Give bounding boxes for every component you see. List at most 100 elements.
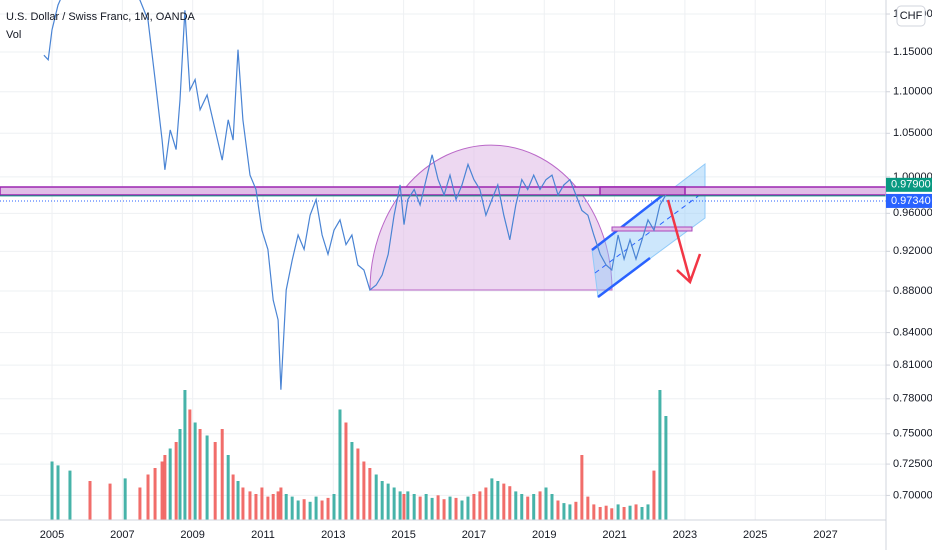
y-tick-label: 0.92000 xyxy=(893,245,932,257)
x-tick-label: 2015 xyxy=(391,529,415,541)
volume-bar xyxy=(284,494,288,520)
volume-bar xyxy=(226,455,230,520)
volume-bar xyxy=(56,465,60,520)
volume-bar xyxy=(138,487,142,520)
volume-bar xyxy=(514,491,518,520)
volume-bar xyxy=(496,481,500,520)
price-tag xyxy=(886,177,932,192)
volume-bar xyxy=(160,461,164,520)
x-tick-label: 2027 xyxy=(813,529,837,541)
drawings xyxy=(0,144,886,298)
x-tick-label: 2019 xyxy=(532,529,556,541)
y-tick-label: 0.81000 xyxy=(893,359,932,371)
volume-bar xyxy=(205,435,209,520)
volume-bar xyxy=(231,474,235,520)
y-tick-label: 1.05000 xyxy=(893,127,932,139)
volume-bar xyxy=(248,491,252,520)
y-tick-label: 0.72500 xyxy=(893,458,932,470)
volume-bar xyxy=(193,422,197,520)
price-tag-label: 0.97340 xyxy=(891,195,931,207)
volume-bar xyxy=(213,442,217,520)
arrow-head xyxy=(676,253,702,285)
currency-label[interactable]: CHF xyxy=(900,10,923,22)
volume-bar xyxy=(266,496,270,520)
volume-bar xyxy=(592,504,596,520)
volume-bar xyxy=(276,491,280,520)
volume-bar xyxy=(188,409,192,520)
volume-bar xyxy=(163,455,167,520)
x-tick-label: 2007 xyxy=(110,529,134,541)
volume-bar xyxy=(344,422,348,520)
volume-bar xyxy=(290,496,294,520)
volume-bar xyxy=(574,501,578,520)
volume-bar xyxy=(68,470,72,520)
price-line xyxy=(43,0,667,390)
volume-bar xyxy=(442,499,446,520)
volume-bar xyxy=(88,481,92,520)
x-tick-label: 2017 xyxy=(462,529,486,541)
volume-bar xyxy=(320,500,324,520)
volume-bar xyxy=(279,487,283,520)
y-tick-label: 0.88000 xyxy=(893,285,932,297)
volume-bar xyxy=(308,501,312,520)
volume-bar xyxy=(168,448,172,520)
arrow-line xyxy=(666,199,692,281)
volume-bar xyxy=(178,429,182,520)
volume-bar xyxy=(314,496,318,520)
volume-bar xyxy=(418,496,422,520)
y-tick-label: 0.84000 xyxy=(893,326,932,338)
volume-bar xyxy=(616,504,620,520)
volume-bar xyxy=(241,487,245,520)
volume-bar xyxy=(484,487,488,520)
volume-bar xyxy=(634,504,638,520)
volume-bar xyxy=(544,487,548,520)
volume-bar xyxy=(490,478,494,520)
arc-drawing xyxy=(369,144,613,291)
volume-bar xyxy=(108,483,112,520)
volume-bar xyxy=(362,461,366,520)
volume-bar xyxy=(502,483,506,520)
volume-bar xyxy=(302,499,306,520)
volume-bar xyxy=(610,508,614,520)
x-tick-label: 2021 xyxy=(602,529,626,541)
volume-bar xyxy=(598,507,602,520)
volume-bar xyxy=(402,494,406,520)
volume-bar xyxy=(652,470,656,520)
volume-bar xyxy=(640,507,644,520)
volume-label: Vol xyxy=(6,29,21,41)
channel-upper xyxy=(591,187,673,251)
y-tick-label: 1.15000 xyxy=(893,46,932,58)
volume-bar xyxy=(472,494,476,520)
volume-bar xyxy=(658,390,662,520)
volume-bar xyxy=(254,494,258,520)
y-tick-label: 0.70000 xyxy=(893,489,932,501)
volume-bar xyxy=(556,500,560,520)
data xyxy=(0,0,886,520)
volume-bar xyxy=(454,497,458,520)
price-tag xyxy=(886,193,932,208)
volume-bar xyxy=(460,500,464,520)
volume-bar xyxy=(562,503,566,520)
volume-bar xyxy=(271,494,275,520)
volume-bar xyxy=(368,468,372,520)
volume-bar xyxy=(478,491,482,520)
volume-bar xyxy=(386,483,390,520)
volume-bar xyxy=(406,491,410,520)
band-highlight xyxy=(599,186,686,196)
volume-bar xyxy=(508,486,512,520)
x-tick-label: 2005 xyxy=(40,529,64,541)
volume-bar xyxy=(50,461,54,520)
volume-bar xyxy=(380,481,384,520)
volume-bar xyxy=(424,494,428,520)
volume-bar xyxy=(436,495,440,520)
volume-bar xyxy=(260,487,264,520)
volume-bar xyxy=(430,497,434,520)
volume-bar xyxy=(220,429,224,520)
channel-lower xyxy=(597,257,651,298)
currency-button[interactable] xyxy=(896,5,926,27)
volume-bar xyxy=(466,496,470,520)
x-tick-label: 2023 xyxy=(673,529,697,541)
volume-bar xyxy=(356,448,360,520)
